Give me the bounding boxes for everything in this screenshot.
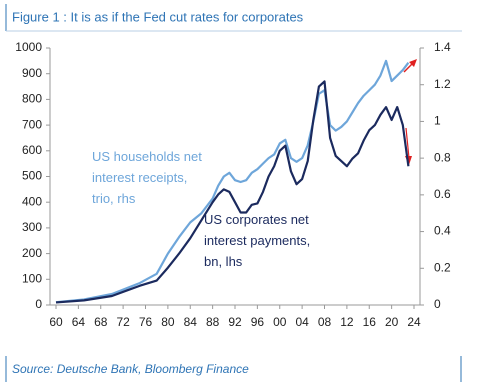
series-label: US households net interest receipts, tri… <box>92 149 202 206</box>
arrow-up-head <box>409 59 417 67</box>
y-tick-label: 400 <box>22 194 42 208</box>
x-tick-label: 64 <box>72 315 86 329</box>
chart-title: Figure 1 : It is as if the Fed cut rates… <box>12 9 304 24</box>
y2-tick-label: 0.8 <box>434 150 451 164</box>
x-tick-label: 12 <box>340 315 354 329</box>
y2-tick-label: 1 <box>434 114 441 128</box>
source: Source: Deutsche Bank, Bloomberg Finance <box>12 362 249 376</box>
y-tick-label: 500 <box>22 169 42 183</box>
y-tick-label: 1000 <box>15 40 42 54</box>
y-tick-label: 600 <box>22 143 42 157</box>
x-tick-label: 04 <box>295 315 309 329</box>
x-tick-label: 00 <box>273 315 287 329</box>
y-tick-label: 300 <box>22 220 42 234</box>
x-tick-label: 72 <box>116 315 130 329</box>
y-tick-label: 900 <box>22 66 42 80</box>
y2-tick-label: 0 <box>434 297 441 311</box>
y2-tick-label: 0.2 <box>434 260 451 274</box>
arrow-down <box>405 127 410 159</box>
y2-tick-label: 1.4 <box>434 40 451 54</box>
x-tick-label: 84 <box>184 315 198 329</box>
x-tick-label: 88 <box>206 315 220 329</box>
x-tick-label: 68 <box>94 315 108 329</box>
y-tick-label: 0 <box>35 297 42 311</box>
x-tick-label: 08 <box>318 315 332 329</box>
y2-tick-label: 0.4 <box>434 224 451 238</box>
x-tick-label: 24 <box>407 315 421 329</box>
series-label: US corporates net interest payments, bn,… <box>204 212 311 269</box>
y2-tick-label: 0.6 <box>434 187 451 201</box>
y-tick-label: 800 <box>22 92 42 106</box>
x-tick-label: 16 <box>363 315 377 329</box>
x-tick-label: 60 <box>49 315 63 329</box>
x-tick-label: 80 <box>161 315 175 329</box>
y-tick-label: 200 <box>22 246 42 260</box>
x-tick-label: 76 <box>139 315 153 329</box>
y-tick-label: 100 <box>22 271 42 285</box>
series-line <box>55 59 410 304</box>
x-tick-label: 20 <box>385 315 399 329</box>
y2-tick-label: 1.2 <box>434 77 451 91</box>
y-tick-label: 700 <box>22 117 42 131</box>
series-line <box>55 80 410 304</box>
x-tick-label: 92 <box>228 315 242 329</box>
x-tick-label: 96 <box>251 315 265 329</box>
